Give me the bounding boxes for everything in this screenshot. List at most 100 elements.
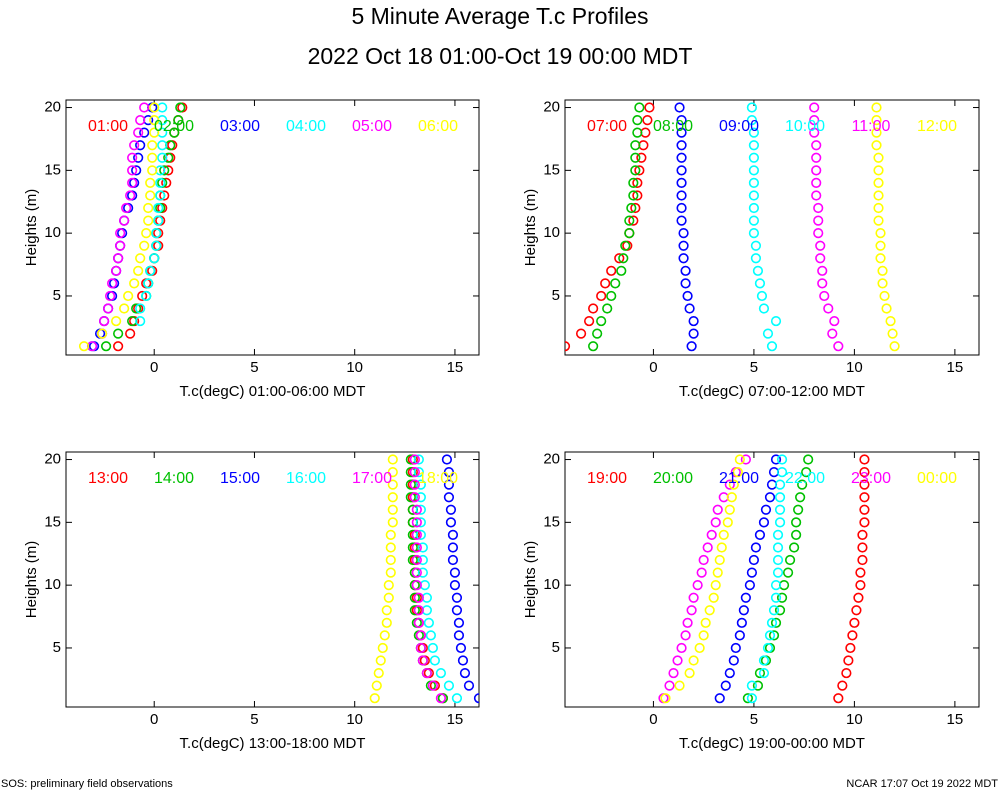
point xyxy=(139,127,150,138)
point xyxy=(774,479,786,490)
x-tick-label: 5 xyxy=(750,359,758,376)
legend-entry: 03:00 xyxy=(220,118,260,135)
point xyxy=(678,228,689,239)
point xyxy=(855,567,866,578)
point xyxy=(387,492,398,503)
point xyxy=(873,215,884,226)
point xyxy=(415,492,426,503)
y-tick-label: 10 xyxy=(44,576,61,593)
point xyxy=(157,140,168,151)
y-tick-label: 10 xyxy=(543,224,560,241)
point xyxy=(453,617,465,628)
point xyxy=(871,127,882,138)
point xyxy=(766,617,778,628)
point xyxy=(415,642,426,654)
point xyxy=(588,303,599,314)
point xyxy=(113,328,124,339)
point xyxy=(369,693,380,704)
point xyxy=(795,492,806,503)
point xyxy=(871,140,882,151)
point xyxy=(415,630,426,641)
point xyxy=(644,102,655,113)
point xyxy=(732,466,743,478)
point xyxy=(718,529,729,541)
point xyxy=(387,517,398,528)
point xyxy=(728,655,739,666)
point xyxy=(441,454,453,465)
point xyxy=(809,102,820,113)
point xyxy=(381,605,392,616)
point xyxy=(411,580,422,591)
legend-entry: 02:00 xyxy=(154,118,194,135)
point xyxy=(668,667,679,679)
point xyxy=(632,177,643,189)
point xyxy=(776,454,788,465)
legend-entry: 15:00 xyxy=(220,470,260,487)
point xyxy=(628,215,639,226)
point xyxy=(632,190,643,201)
point xyxy=(813,228,824,239)
y-tick-label: 5 xyxy=(53,639,61,656)
point xyxy=(137,290,148,302)
point xyxy=(107,278,118,289)
point xyxy=(626,202,637,214)
point xyxy=(415,529,426,541)
point xyxy=(702,542,713,553)
point xyxy=(871,114,882,126)
point xyxy=(121,202,132,214)
point xyxy=(859,504,870,515)
y-tick-label: 20 xyxy=(543,451,560,468)
x-axis-label: T.c(degC) 19:00-00:00 MDT xyxy=(679,735,865,752)
point xyxy=(768,630,780,641)
point xyxy=(730,642,741,654)
point xyxy=(774,492,786,503)
point xyxy=(381,617,392,628)
point xyxy=(887,328,898,339)
x-tick-label: 0 xyxy=(150,359,158,376)
point xyxy=(151,240,162,251)
legend-entry: 18:00 xyxy=(418,470,458,487)
point xyxy=(421,667,432,679)
point xyxy=(871,102,882,113)
y-axis-label: Heights (m) xyxy=(522,541,539,619)
point xyxy=(688,592,699,603)
point xyxy=(734,454,745,465)
point xyxy=(449,567,461,578)
point xyxy=(698,630,709,641)
point xyxy=(147,152,158,163)
point xyxy=(119,303,130,314)
point xyxy=(772,529,784,541)
point xyxy=(754,529,766,541)
point xyxy=(752,265,764,276)
legend-entry: 10:00 xyxy=(785,118,825,135)
x-tick-label: 0 xyxy=(649,711,657,728)
point xyxy=(674,102,685,113)
point xyxy=(688,328,699,339)
point xyxy=(791,529,802,541)
point xyxy=(712,567,723,578)
point xyxy=(630,165,641,176)
point xyxy=(415,479,426,490)
point xyxy=(740,592,751,603)
point xyxy=(748,165,760,176)
point xyxy=(762,328,774,339)
point xyxy=(774,605,786,616)
point xyxy=(115,228,126,239)
point xyxy=(674,680,685,691)
point xyxy=(684,303,695,314)
point xyxy=(811,140,822,151)
point xyxy=(443,479,455,490)
point xyxy=(710,517,721,528)
point xyxy=(592,328,603,339)
point xyxy=(435,667,447,679)
point xyxy=(823,303,834,314)
legend-entry: 09:00 xyxy=(719,118,759,135)
point xyxy=(407,554,418,566)
point xyxy=(435,693,447,704)
point xyxy=(135,114,146,126)
point xyxy=(764,492,776,503)
point xyxy=(676,114,687,126)
point xyxy=(752,680,764,691)
legend-entry: 16:00 xyxy=(286,470,326,487)
point xyxy=(744,580,755,591)
